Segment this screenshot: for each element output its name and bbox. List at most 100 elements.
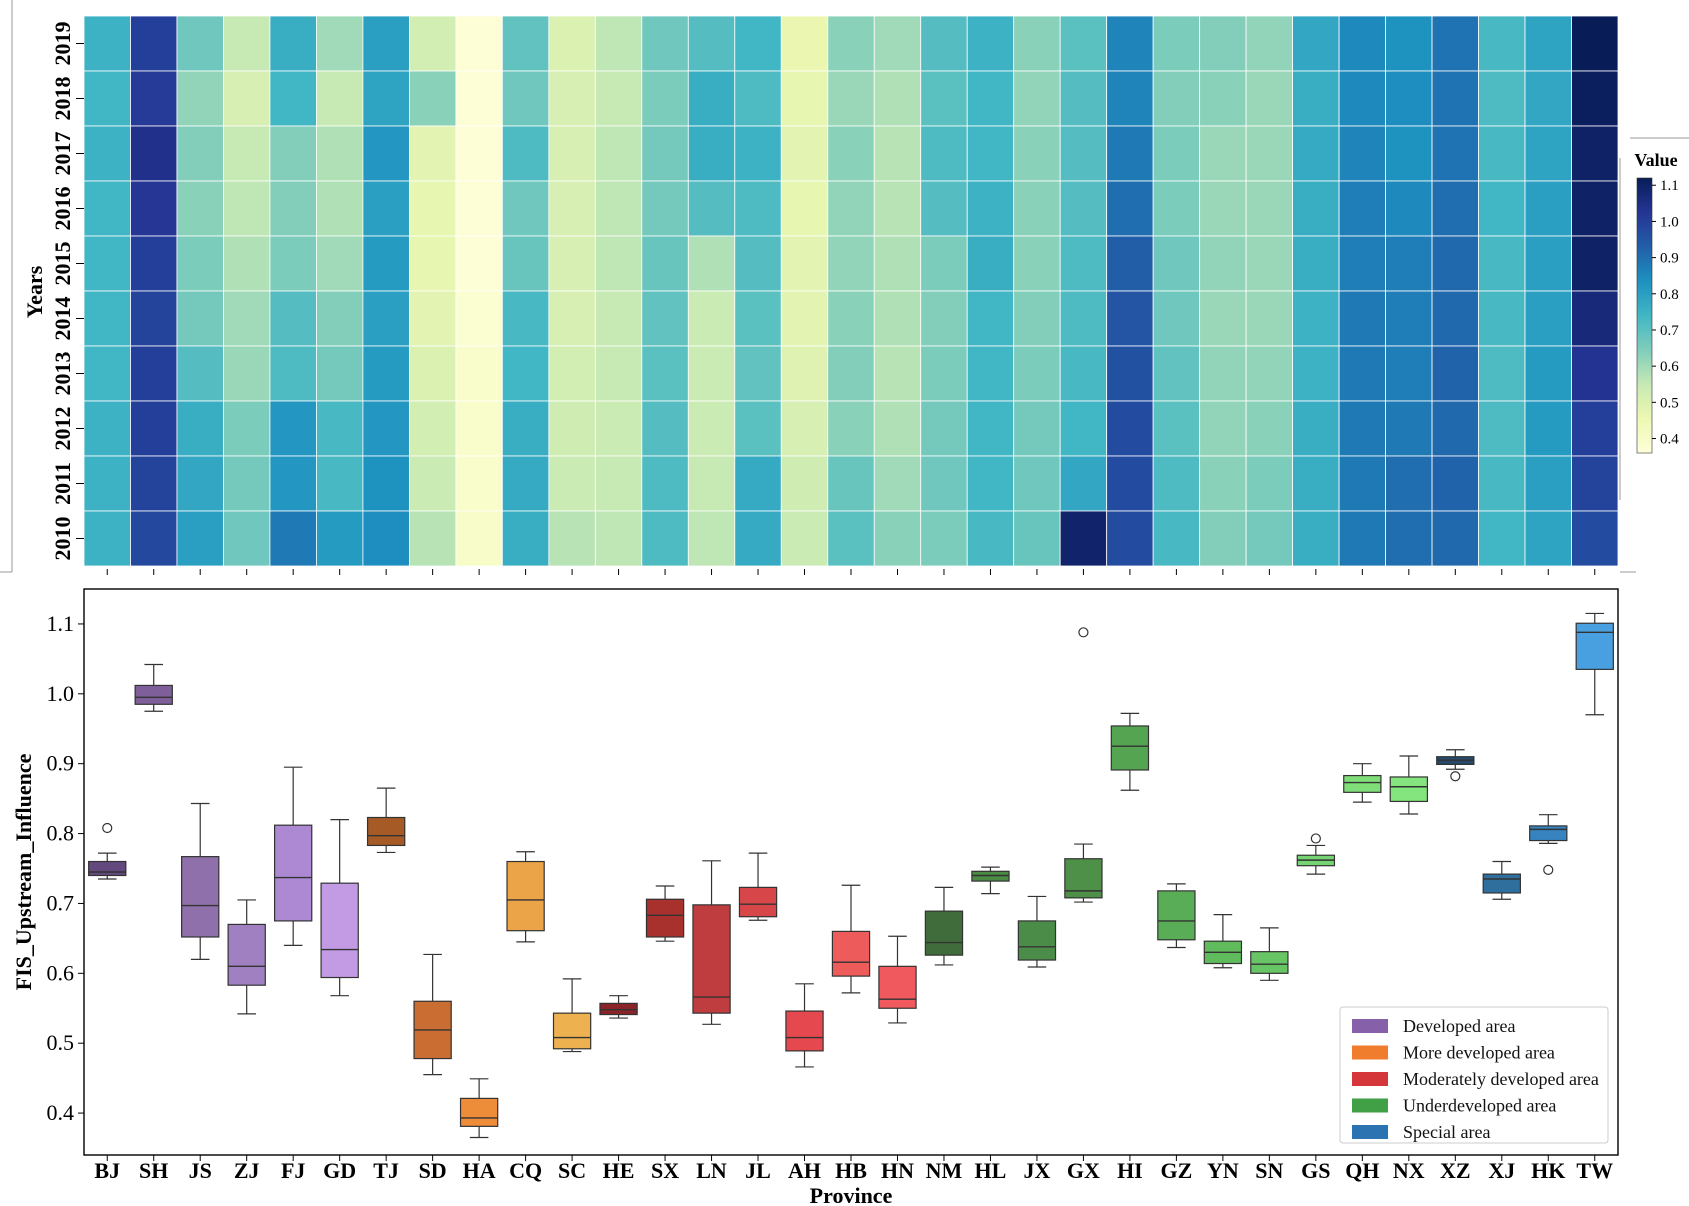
heatmap-cell — [548, 455, 596, 512]
heatmap-cell — [316, 510, 364, 567]
heatmap-cell — [594, 290, 643, 347]
legend-frame — [1339, 1006, 1609, 1144]
outlier-point — [1078, 627, 1089, 638]
heatmap-cell — [1431, 235, 1479, 292]
heatmap-cell — [1478, 125, 1526, 182]
heatmap-cell — [176, 510, 224, 567]
heatmap-cell — [455, 510, 503, 567]
box-SN — [1250, 927, 1289, 981]
x-tick-label: HK — [1531, 1158, 1565, 1183]
x-tick-label: HL — [975, 1158, 1007, 1183]
heatmap-cell — [1338, 290, 1386, 347]
box-iqr — [1157, 890, 1196, 941]
year-tick-label: 2017 — [50, 132, 75, 176]
heatmap-cell — [316, 125, 364, 182]
heatmap-cell — [1571, 290, 1619, 347]
box-iqr — [552, 1012, 592, 1050]
heatmap-cell — [827, 510, 875, 567]
heatmap-cell — [1571, 125, 1619, 182]
heatmap-cell — [83, 400, 131, 457]
box-QH — [1343, 763, 1382, 803]
legend-swatch — [1352, 1019, 1388, 1033]
heatmap-cell — [920, 290, 968, 347]
heatmap-cell — [269, 70, 317, 127]
heatmap-cell — [362, 70, 410, 127]
heatmap-cell — [1199, 510, 1247, 567]
box-iqr — [878, 965, 917, 1009]
heatmap-cell — [408, 15, 457, 72]
heatmap-cell — [408, 400, 457, 457]
heatmap-cell — [548, 180, 596, 237]
heatmap-cell — [873, 125, 922, 182]
heatmap-cell — [1478, 290, 1526, 347]
heatmap-cell — [734, 235, 782, 292]
heatmap-cell — [1524, 15, 1572, 72]
heatmap-cell — [455, 290, 503, 347]
heatmap-cell — [83, 345, 131, 402]
colorbar-tick-label: 0.4 — [1660, 432, 1679, 448]
heatmap-cell — [734, 400, 782, 457]
heatmap-cell — [269, 235, 317, 292]
y-tick-label: 0.8 — [47, 821, 75, 846]
box-HL — [971, 866, 1010, 895]
heatmap-cell — [1571, 15, 1619, 72]
heatmap-cell — [966, 400, 1015, 457]
heatmap-cell — [641, 510, 689, 567]
heatmap-cell — [408, 455, 457, 512]
heatmap-cell — [130, 400, 178, 457]
heatmap-chart: 2019 2018 2017 2016 2015 2014 2013 2012 2011 2010… — [0, 0, 1619, 575]
heatmap-cell — [1385, 345, 1433, 402]
box-ZJ — [227, 899, 266, 1015]
heatmap-cell — [223, 235, 271, 292]
heatmap-cell — [1013, 15, 1061, 72]
heatmap-cell — [966, 180, 1015, 237]
heatmap-cell — [1245, 180, 1294, 237]
box-SC — [552, 978, 592, 1053]
heatmap-cell — [1106, 510, 1154, 567]
x-tick-label: GS — [1301, 1158, 1330, 1183]
heatmap-cell — [223, 290, 271, 347]
heatmap-cell — [1059, 180, 1108, 237]
heatmap-cell — [1152, 235, 1201, 292]
heatmap-cell — [734, 125, 782, 182]
heatmap-cell — [176, 400, 224, 457]
heatmap-cell — [780, 15, 829, 72]
heatmap-cell — [1524, 125, 1572, 182]
y-axis-label: FIS_Upstream_Influence — [11, 753, 36, 990]
heatmap-cell — [1524, 400, 1572, 457]
x-tick-label: QH — [1345, 1158, 1379, 1183]
legend-label: Moderately developed area — [1403, 1069, 1599, 1089]
heatmap-cell — [269, 15, 317, 72]
heatmap-cell — [780, 125, 829, 182]
box-iqr — [366, 816, 406, 847]
heatmap-cell — [1478, 455, 1526, 512]
heatmap-cell — [1199, 400, 1247, 457]
heatmap-cell — [223, 345, 271, 402]
box-FJ — [273, 766, 313, 946]
box-GX — [1064, 627, 1103, 903]
heatmap-cell — [1199, 70, 1247, 127]
x-tick-label: HE — [603, 1158, 635, 1183]
box-iqr — [785, 1010, 824, 1052]
x-tick-label: GZ — [1160, 1158, 1192, 1183]
heatmap-cell — [1152, 510, 1201, 567]
y-tick-label: 0.5 — [47, 1030, 75, 1055]
x-tick-label: GX — [1067, 1158, 1100, 1183]
box-XJ — [1482, 860, 1521, 900]
heatmap-cell — [316, 290, 364, 347]
legend-label: Underdeveloped area — [1403, 1096, 1556, 1116]
x-tick-label: HA — [463, 1158, 496, 1183]
heatmap-y-axis-label: Years — [22, 265, 47, 318]
x-tick-label: LN — [696, 1158, 727, 1183]
heatmap-cell — [827, 180, 875, 237]
heatmap-cell — [920, 180, 968, 237]
box-iqr — [831, 930, 871, 977]
heatmap-cell — [316, 345, 364, 402]
heatmap-cell — [455, 70, 503, 127]
heatmap-cell — [455, 180, 503, 237]
x-tick-label: YN — [1207, 1158, 1239, 1183]
heatmap-cell — [1524, 235, 1572, 292]
heatmap-cell — [687, 70, 736, 127]
x-tick-label: JL — [745, 1158, 771, 1183]
heatmap-cell — [873, 235, 922, 292]
